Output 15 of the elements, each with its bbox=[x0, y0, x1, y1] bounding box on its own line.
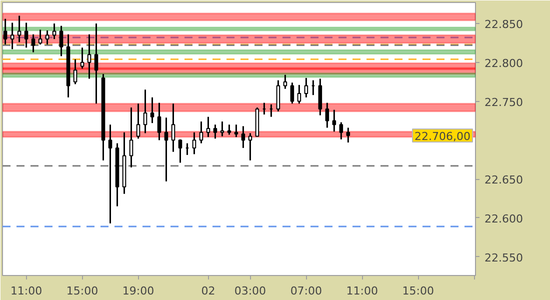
x-tick-label: 11:00 bbox=[10, 284, 42, 298]
y-tick-label: 22.650 bbox=[484, 174, 523, 187]
y-tick-label: 22.600 bbox=[484, 212, 523, 226]
x-tick-label: 15:00 bbox=[402, 284, 434, 298]
y-tick-label: 22.800 bbox=[484, 56, 523, 70]
y-tick-label: 22.850 bbox=[484, 18, 523, 31]
x-tick-label: 19:00 bbox=[122, 284, 154, 298]
x-tick-label: 07:00 bbox=[290, 284, 322, 298]
x-tick-label: 02 bbox=[201, 284, 216, 298]
x-tick-label: 15:00 bbox=[66, 284, 98, 298]
x-tick-label: 11:00 bbox=[346, 284, 378, 298]
annotation: 22.706,00 bbox=[414, 130, 470, 143]
y-tick-label: 22.550 bbox=[484, 251, 523, 264]
y-tick-label: 22.750 bbox=[484, 96, 523, 109]
x-tick-label: 03:00 bbox=[234, 284, 266, 298]
